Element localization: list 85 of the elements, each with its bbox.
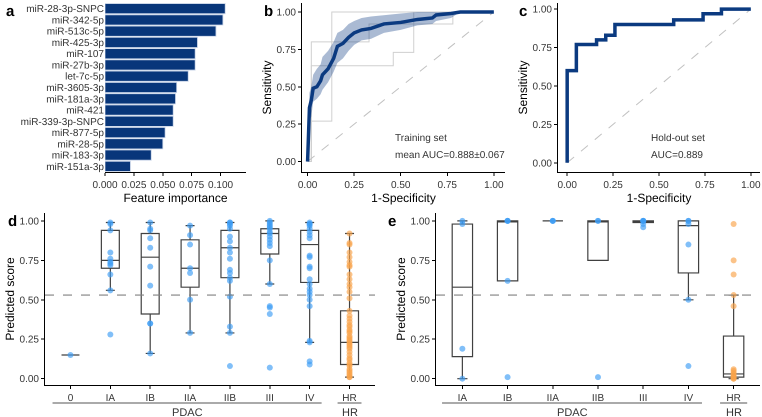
y-tick-label: miR-27b-3p [52,60,104,72]
y-tick-label: 0.25 [20,334,40,346]
x-tick-label: 0.025 [121,180,147,191]
y-tick-label: miR-107 [66,49,104,60]
x-axis-title: Feature importance [123,191,228,205]
chart-title: b [264,3,274,20]
x-tick-label: 0.75 [695,180,716,191]
x-tick-label: IIA [546,393,560,404]
y-tick-label: 1.00 [532,4,552,16]
text: PDAC [557,407,588,417]
y-tick-label: 0.50 [532,81,552,92]
x-tick-label: 0.25 [344,180,364,191]
x-tick-label: 0.000 [92,180,118,191]
y-tick-label: miR-425-3p [52,38,104,49]
y-tick-label: 0.25 [532,120,552,131]
text: HR [342,407,358,417]
y-tick-label: 1.00 [276,7,296,18]
x-tick-label: IIA [184,393,197,404]
annotation: Training set [395,133,448,144]
y-tick-label: miR-339-3p-SNPC [20,116,104,128]
x-tick-label: 0.100 [208,180,234,191]
x-axis-title: 1-Specificity [371,191,436,205]
y-tick-label: 0.00 [410,374,430,386]
x-tick-label: 0.00 [298,180,318,191]
x-tick-label: 0 [68,393,74,404]
x-axis-title: 1-Specificity [626,191,692,205]
y-tick-label: 0.00 [532,158,552,170]
annotation: AUC=0.889 [651,150,704,161]
y-tick-label: miR-181a-3p [46,94,104,106]
text: PDAC [172,407,203,417]
x-tick-label: HR [726,393,741,404]
y-tick-label: 0.75 [410,256,430,267]
y-axis-title: Sensitivity [260,60,274,115]
y-axis-title: Sensitivity [516,60,530,115]
x-tick-label: 0.75 [438,180,458,191]
y-tick-label: 1.00 [20,216,40,228]
y-tick-label: miR-151a-3p [46,162,104,173]
x-tick-label: 0.050 [150,180,176,191]
y-tick-label: 0.25 [410,334,430,346]
y-tick-label: 0.75 [276,44,296,56]
y-tick-label: let-7c-5p [65,72,104,83]
x-tick-label: IIB [592,393,604,404]
x-tick-label: 1.00 [484,180,504,191]
y-tick-label: miR-877-5p [52,128,104,140]
x-tick-label: 0.50 [649,180,670,191]
y-tick-label: 0.00 [276,157,296,168]
x-tick-label: IB [145,393,156,404]
y-tick-label: miR-183-3p [52,150,104,162]
y-tick-label: miR-513c-5p [46,26,104,38]
chart-title: e [388,213,396,230]
x-tick-label: HR [342,393,357,404]
chart-title: d [8,213,18,230]
y-tick-label: 0.75 [532,43,552,54]
annotation: mean AUC=0.888±0.067 [395,150,506,161]
x-tick-label: 0.50 [390,180,411,191]
x-tick-label: IB [502,393,513,404]
x-tick-label: 0.00 [557,180,578,191]
y-tick-label: miR-3605-3p [46,83,104,94]
chart-title: a [6,3,15,20]
y-tick-label: miR-28-3p-SNPC [26,4,104,16]
y-tick-label: 0.75 [20,256,40,267]
x-tick-label: IA [106,393,116,404]
y-axis-title: Predicted score [2,256,17,341]
y-tick-label: miR-421 [66,106,104,117]
x-tick-label: IV [304,393,315,404]
y-tick-label: 0.50 [276,82,296,94]
x-tick-label: 0.075 [179,180,205,191]
x-tick-label: 0.25 [603,180,624,191]
y-tick-label: miR-342-5p [52,15,104,26]
x-tick-label: IA [458,393,468,404]
y-tick-label: 0.00 [20,374,40,386]
y-tick-label: 1.00 [410,216,430,228]
y-tick-label: 0.25 [276,120,296,131]
x-tick-label: IV [684,393,694,404]
x-tick-label: IIB [224,393,236,404]
x-tick-label: III [266,393,274,404]
y-tick-label: 0.50 [410,295,430,306]
annotation: Hold-out set [651,133,706,144]
chart-title: c [519,3,528,20]
x-tick-label: 1.00 [741,180,761,191]
y-tick-label: 0.50 [20,295,40,306]
x-tick-label: III [639,393,648,404]
y-axis-title: Predicted score [394,256,408,341]
text: HR [726,407,742,417]
y-tick-label: miR-28-5p [57,139,104,150]
